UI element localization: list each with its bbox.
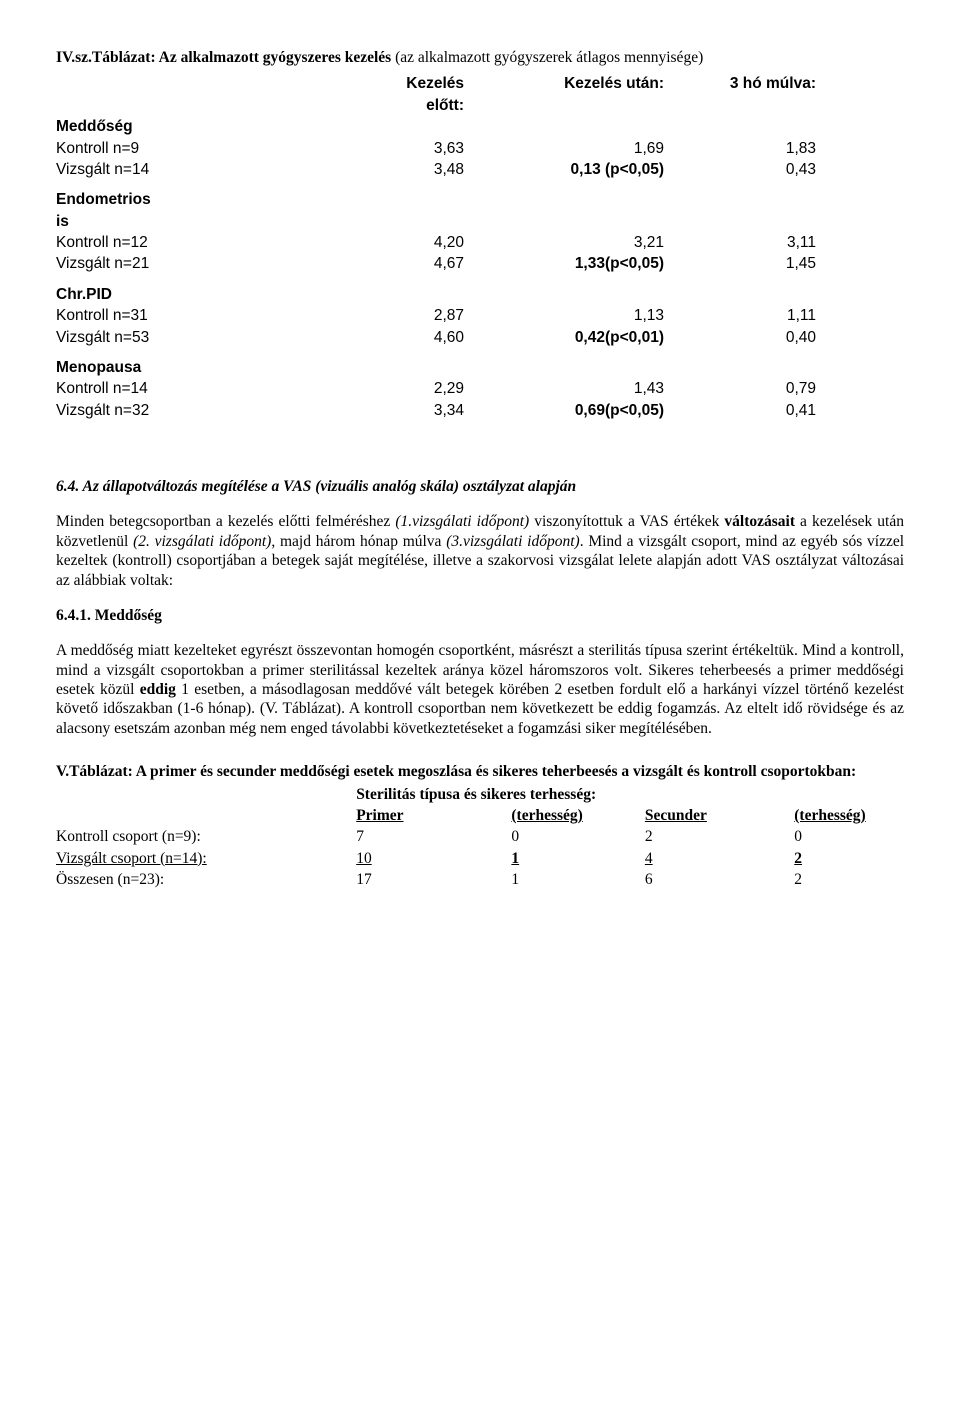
t1-g2b: is bbox=[56, 211, 338, 232]
t1-g2a: Endometrios bbox=[56, 180, 338, 210]
t1-h-c1b: előtt: bbox=[338, 95, 464, 116]
table-row: Kontroll n=12 4,20 3,21 3,11 bbox=[56, 232, 816, 253]
table-row: Kontroll n=31 2,87 1,13 1,11 bbox=[56, 305, 816, 326]
heading-6-4-1: 6.4.1. Meddőség bbox=[56, 606, 904, 625]
table-row: Vizsgált n=21 4,67 1,33(p<0,05) 1,45 bbox=[56, 253, 816, 274]
t1-g3: Chr.PID bbox=[56, 275, 338, 305]
paragraph-1: Minden betegcsoportban a kezelés előtti … bbox=[56, 512, 904, 590]
heading-6-4: 6.4. Az állapotváltozás megítélése a VAS… bbox=[56, 477, 904, 496]
paragraph-2: A meddőség miatt kezelteket egyrészt öss… bbox=[56, 641, 904, 738]
table-row: Összesen (n=23): 17 1 6 2 bbox=[56, 869, 904, 890]
t2-h1: Primer bbox=[356, 805, 511, 826]
t1-g1: Meddőség bbox=[56, 116, 338, 137]
t1-h-c3: 3 hó múlva: bbox=[664, 73, 816, 94]
table-row: Vizsgált n=14 3,48 0,13 (p<0,05) 0,43 bbox=[56, 159, 816, 180]
table4-title: IV.sz.Táblázat: Az alkalmazott gyógyszer… bbox=[56, 48, 904, 67]
table4-title-rest: (az alkalmazott gyógyszerek átlagos menn… bbox=[395, 49, 703, 66]
t1-h-c1a: Kezelés bbox=[338, 73, 464, 94]
t2-h2: (terhesség) bbox=[511, 805, 645, 826]
table-row: Kontroll csoport (n=9): 7 0 2 0 bbox=[56, 826, 904, 847]
table-row: Kontroll n=14 2,29 1,43 0,79 bbox=[56, 378, 816, 399]
t2-h3: Secunder bbox=[645, 805, 794, 826]
t2-h4: (terhesség) bbox=[794, 805, 904, 826]
table5: Sterilitás típusa és sikeres terhesség: … bbox=[56, 784, 904, 891]
t1-g4: Menopausa bbox=[56, 348, 338, 378]
table5-title: V.Táblázat: A primer és secunder meddősé… bbox=[56, 762, 904, 781]
table-row: Vizsgált csoport (n=14): 10 1 4 2 bbox=[56, 848, 904, 869]
table-row: Vizsgált n=32 3,34 0,69(p<0,05) 0,41 bbox=[56, 400, 816, 421]
table4-title-bold: IV.sz.Táblázat: Az alkalmazott gyógyszer… bbox=[56, 49, 395, 66]
t2-superhdr: Sterilitás típusa és sikeres terhesség: bbox=[356, 784, 904, 805]
table-row: Vizsgált n=53 4,60 0,42(p<0,01) 0,40 bbox=[56, 327, 816, 348]
table4: Kezelés Kezelés után: 3 hó múlva: előtt:… bbox=[56, 73, 816, 421]
t1-h-c2: Kezelés után: bbox=[464, 73, 664, 94]
table-row: Kontroll n=9 3,63 1,69 1,83 bbox=[56, 138, 816, 159]
